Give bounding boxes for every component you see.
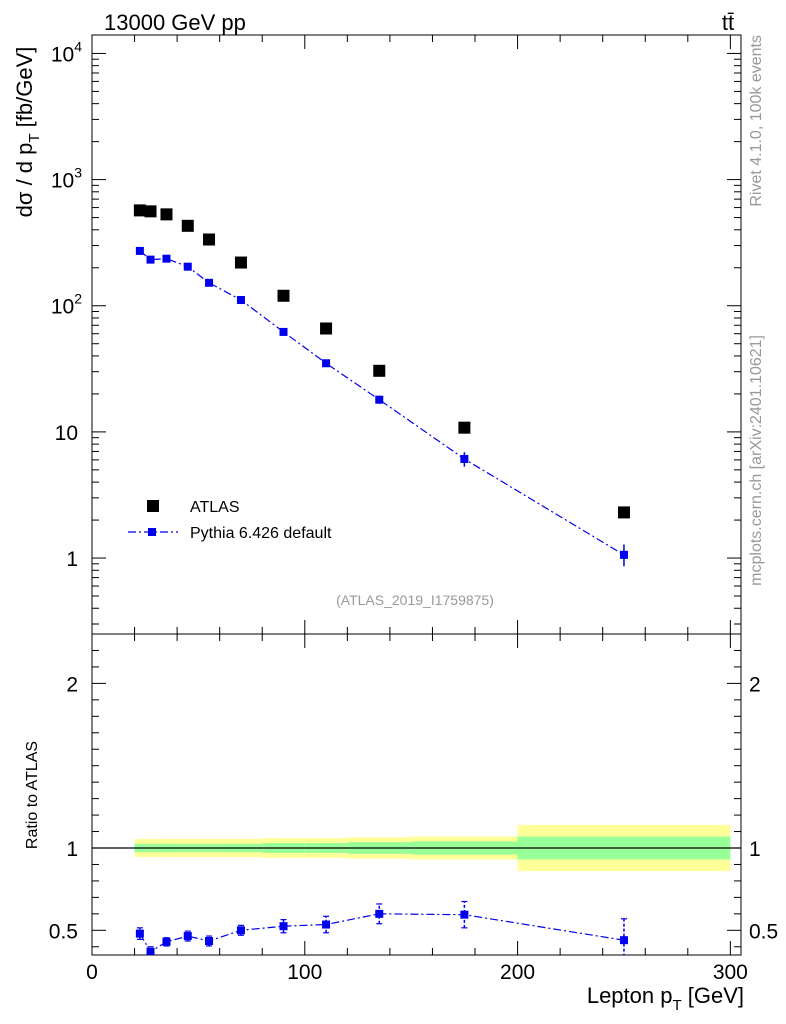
main-y-tick-label: 10	[55, 422, 78, 445]
ratio-bands	[92, 824, 741, 872]
main-y-tick-label: 102	[51, 291, 82, 319]
ratio-y-tick-label-right: 0.5	[749, 920, 778, 943]
legend-pythia-label: Pythia 6.426 default	[190, 525, 332, 542]
process-label: tt̄	[722, 10, 734, 35]
analysis-watermark: (ATLAS_2019_I1759875)	[336, 592, 494, 608]
main-y-axis-label-unit: [fb/GeV]	[12, 47, 37, 134]
atlas-point	[234, 256, 247, 269]
atlas-point	[458, 421, 471, 434]
atlas-point	[617, 506, 630, 519]
atlas-point	[373, 364, 386, 377]
ratio-y-tick-label-left: 1	[66, 838, 78, 861]
x-tick-label: 300	[713, 961, 748, 984]
atlas-point	[320, 322, 333, 335]
pythia-point	[183, 262, 192, 271]
pythia-point	[205, 278, 214, 287]
pythia-point	[162, 254, 171, 263]
main-y-tick-base: 10	[51, 296, 74, 319]
rivet-version-label: Rivet 4.1.0, 100k events	[748, 35, 765, 207]
x-tick-label: 0	[86, 961, 98, 984]
main-series	[133, 204, 630, 567]
ratio-point	[183, 932, 192, 941]
pythia-point	[322, 359, 331, 368]
pythia-point	[460, 454, 469, 463]
pythia-point	[375, 395, 384, 404]
ratio-series-group	[135, 900, 628, 955]
atlas-point	[277, 289, 290, 302]
mcplots-label: mcplots.cern.ch [arXiv:2401.10621]	[748, 335, 765, 586]
pythia-point	[146, 255, 155, 264]
main-y-tick-label: 104	[51, 38, 82, 66]
atlas-point	[160, 208, 173, 221]
x-axis-label-sub: T	[672, 997, 681, 1014]
ratio-y-tick-label-left: 2	[66, 673, 78, 696]
x-axis-label: Lepton pT [GeV]	[587, 983, 744, 1014]
energy-label: 13000 GeV pp	[104, 10, 246, 35]
atlas-point	[144, 205, 157, 218]
pythia-point	[619, 550, 628, 559]
ratio-point	[322, 920, 331, 929]
ratio-y-axis-label: Ratio to ATLAS	[24, 741, 41, 849]
main-y-tick-base: 10	[51, 170, 74, 193]
main-y-axis-label-sub: T	[26, 133, 43, 142]
ratio-y-tick-label-right: 1	[749, 838, 761, 861]
pythia-point	[279, 327, 288, 336]
pythia-point	[236, 296, 245, 305]
ratio-y-tick-label-right: 2	[749, 673, 761, 696]
main-y-tick-exponent: 2	[74, 291, 82, 307]
x-tick-label: 200	[500, 961, 535, 984]
ratio-point	[619, 936, 628, 945]
ratio-frame	[91, 633, 742, 956]
atlas-point	[203, 233, 216, 246]
ratio-point	[135, 929, 144, 938]
main-y-axis-label-main: dσ / d p	[12, 143, 37, 218]
main-y-axis-label: dσ / d pT [fb/GeV]	[12, 47, 43, 218]
atlas-point	[133, 204, 146, 217]
ratio-point	[146, 947, 155, 955]
ratio-y-tick-label-left: 0.5	[49, 920, 78, 943]
ratio-point	[205, 937, 214, 946]
ratio-point	[162, 937, 171, 946]
legend-atlas-label: ATLAS	[190, 499, 240, 516]
ratio-axes: 0 100 200 3000.5 0.51 12 2	[49, 633, 778, 984]
atlas-point	[181, 219, 194, 232]
main-y-tick-label: 103	[51, 165, 82, 193]
main-y-tick-label: 1	[66, 548, 78, 571]
main-y-tick-exponent: 3	[74, 165, 82, 181]
ratio-point	[375, 909, 384, 918]
ratio-point	[236, 926, 245, 935]
ratio-series	[135, 900, 628, 955]
main-y-tick-exponent: 4	[74, 38, 82, 54]
ratio-point	[279, 922, 288, 931]
x-axis-label-unit: [GeV]	[682, 983, 744, 1008]
x-tick-label: 100	[287, 961, 322, 984]
legend-pythia-marker	[148, 528, 156, 536]
main-y-tick-base: 10	[51, 43, 74, 66]
ratio-point	[460, 910, 469, 919]
pythia-point	[135, 246, 144, 255]
x-axis-label-main: Lepton p	[587, 983, 673, 1008]
legend: ATLAS Pythia 6.426 default	[128, 499, 332, 542]
legend-atlas-marker	[147, 500, 159, 512]
